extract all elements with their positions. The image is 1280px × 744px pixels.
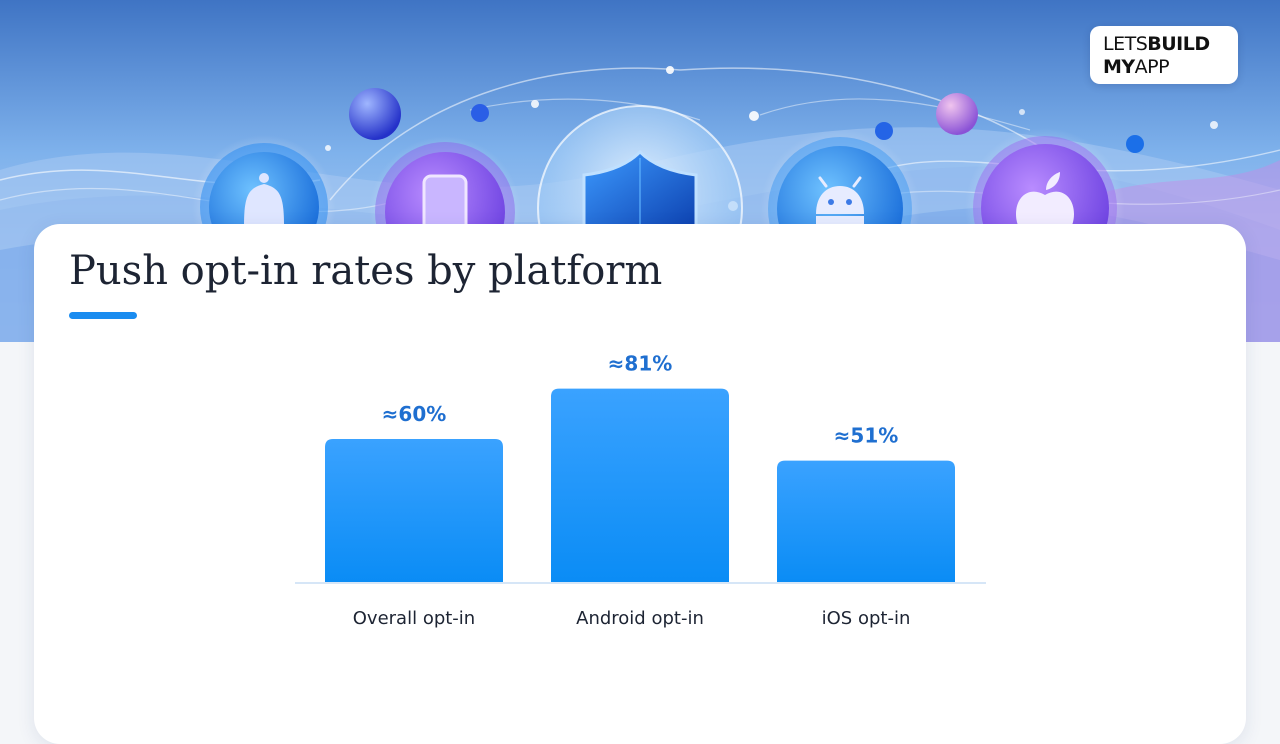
bar-value-label: ≈81%	[608, 352, 673, 376]
bar-chart: ≈60% Overall opt-in ≈81% Android opt-in ≈51%…	[295, 352, 986, 629]
bar-ios-opt-in	[777, 460, 955, 583]
brand-logo[interactable]: LETSBUILD MYAPP	[1090, 26, 1238, 84]
floating-orb	[936, 93, 978, 135]
floating-orb	[349, 88, 401, 140]
title-underline	[69, 312, 137, 319]
logo-text-my: MY	[1103, 56, 1135, 78]
bar-value-label: ≈60%	[382, 402, 447, 426]
logo-text-build: BUILD	[1147, 33, 1210, 55]
logo-text-app: APP	[1134, 56, 1170, 78]
category-label: Overall opt-in	[353, 608, 475, 629]
category-label: iOS opt-in	[822, 608, 911, 629]
category-label: Android opt-in	[576, 608, 704, 629]
bar-android-opt-in	[551, 388, 729, 583]
page-title: Push opt-in rates by platform	[69, 248, 663, 294]
logo-text-lets: LETS	[1103, 33, 1148, 55]
chart-card: Push opt-in rates by platform ≈60% Overal…	[34, 224, 1246, 744]
bar-value-label: ≈51%	[834, 424, 899, 448]
bar-overall-opt-in	[325, 439, 503, 583]
